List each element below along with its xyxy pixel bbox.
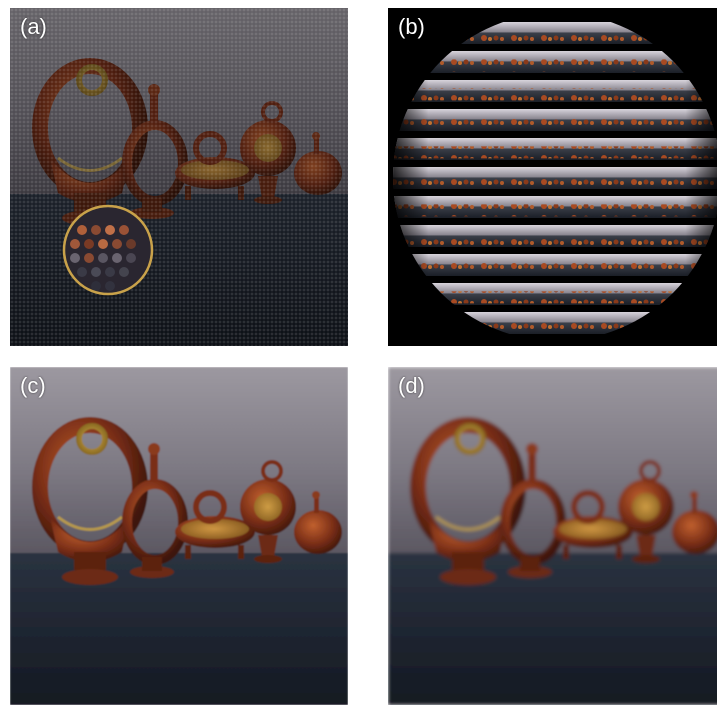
lenslet-strip xyxy=(393,254,717,276)
panel-label-a: (a) xyxy=(20,14,47,39)
aperture-circle xyxy=(393,22,717,334)
lenslet-strip xyxy=(393,225,717,247)
lenslet-array-view xyxy=(388,8,717,346)
lenslet-strip xyxy=(393,80,717,102)
panel-label-c: (c) xyxy=(20,373,46,398)
panel-d-reconstruction: (d) xyxy=(388,367,717,705)
lenslet-strip xyxy=(393,138,717,160)
panel-a-raw-image: (a) xyxy=(10,8,348,346)
panel-b-lenslet-image: (b) xyxy=(388,8,717,346)
lenslet-strip xyxy=(393,51,717,73)
reconstructed-scene-soft xyxy=(388,367,717,705)
lenslet-strip xyxy=(393,196,717,218)
reconstructed-scene xyxy=(10,367,348,705)
panel-c-reconstruction: (c) xyxy=(10,367,348,705)
lenslet-strip xyxy=(393,109,717,131)
raw-sensor-scene xyxy=(10,8,348,346)
inset-border xyxy=(62,204,154,296)
panel-label-d: (d) xyxy=(398,373,425,398)
zoom-inset xyxy=(62,204,154,296)
lenslet-strip xyxy=(393,283,717,305)
panel-label-b: (b) xyxy=(398,14,425,39)
lenslet-strip xyxy=(393,167,717,189)
